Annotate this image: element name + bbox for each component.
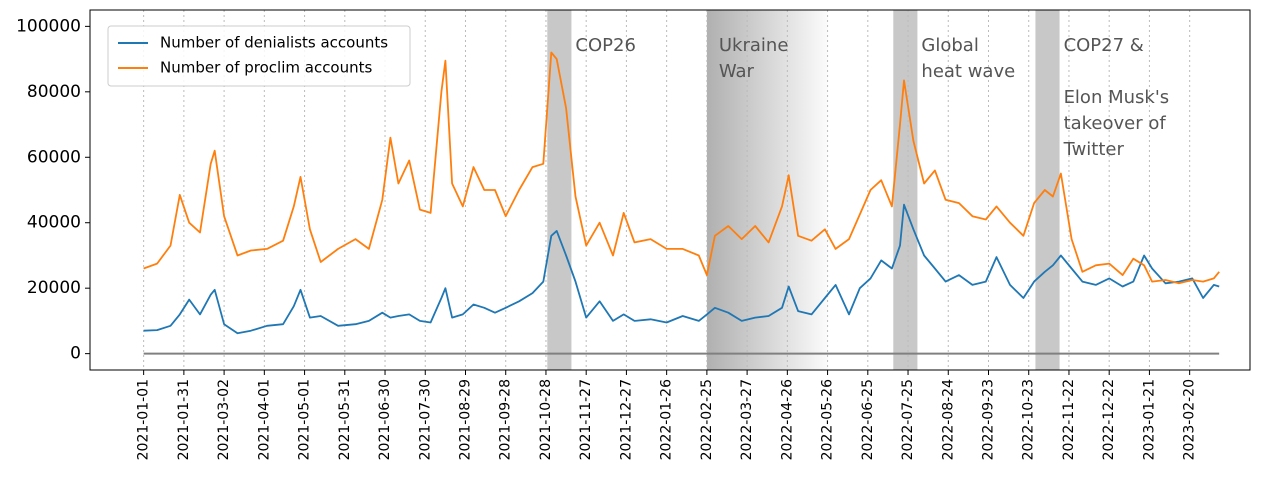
x-tick-label: 2021-03-02 [216, 379, 232, 460]
y-tick-label: 0 [70, 344, 81, 364]
x-tick-label: 2022-12-22 [1101, 379, 1117, 460]
legend-box [107, 25, 411, 87]
x-tick-label: 2021-08-29 [457, 379, 473, 460]
x-tick-label: 2022-03-27 [739, 379, 755, 460]
x-tick-label: 2023-02-20 [1182, 379, 1198, 460]
x-tick-label: 2021-01-01 [136, 379, 152, 460]
event-span [706, 10, 828, 370]
x-tick-label: 2021-09-28 [498, 379, 514, 460]
legend-label: Number of denialists accounts [160, 34, 388, 52]
x-tick-label: 2022-04-26 [779, 379, 795, 460]
x-tick-label: 2022-05-26 [820, 379, 836, 460]
event-label: Elon Musk's [1064, 87, 1170, 108]
x-tick-label: 2021-05-01 [297, 379, 313, 460]
x-tick-label: 2021-01-31 [176, 379, 192, 460]
x-tick-label: 2021-05-31 [337, 379, 353, 460]
plot-frame [89, 9, 1251, 371]
y-tick-label: 40000 [27, 213, 81, 233]
series-line [143, 203, 1220, 335]
x-tick-label: 2022-09-23 [980, 379, 996, 460]
y-tick-label: 60000 [27, 147, 81, 167]
series-line [143, 51, 1220, 285]
x-tick-label: 2023-01-21 [1141, 379, 1157, 460]
event-label: Twitter [1063, 139, 1125, 160]
legend-label: Number of proclim accounts [160, 59, 373, 77]
event-label: COP27 & [1064, 35, 1144, 56]
event-label: COP26 [575, 35, 636, 56]
y-tick-label: 100000 [16, 16, 81, 36]
x-tick-label: 2022-02-25 [699, 379, 715, 460]
x-tick-label: 2022-07-25 [900, 379, 916, 460]
event-span [893, 10, 918, 370]
event-label: Global [921, 35, 978, 56]
x-tick-label: 2021-06-30 [377, 379, 393, 460]
y-tick-label: 20000 [27, 278, 81, 298]
event-label: heat wave [921, 61, 1015, 82]
event-label: takeover of [1064, 113, 1167, 134]
x-tick-label: 2021-10-28 [538, 379, 554, 460]
x-tick-label: 2021-04-01 [256, 379, 272, 460]
x-tick-label: 2022-06-25 [860, 379, 876, 460]
x-tick-label: 2022-01-26 [659, 379, 675, 460]
x-tick-label: 2022-10-23 [1021, 379, 1037, 460]
x-tick-label: 2022-08-24 [940, 379, 956, 460]
x-tick-label: 2021-07-30 [417, 379, 433, 460]
x-tick-label: 2022-11-22 [1061, 379, 1077, 460]
event-label: War [719, 61, 755, 82]
y-tick-label: 80000 [27, 82, 81, 102]
x-tick-label: 2021-12-27 [618, 379, 634, 460]
event-label: Ukraine [719, 35, 789, 56]
x-tick-label: 2021-11-27 [578, 379, 594, 460]
